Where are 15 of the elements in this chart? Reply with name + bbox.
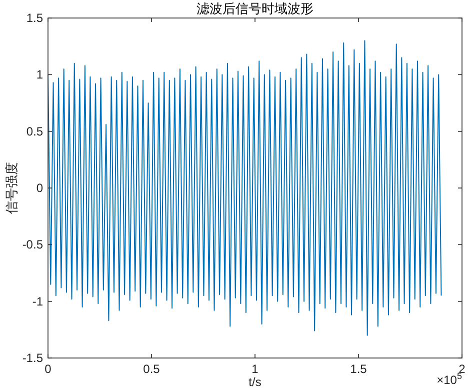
y-axis-title: 信号强度 bbox=[4, 162, 20, 214]
y-tick-label: -0.5 bbox=[22, 238, 44, 252]
x-tick-label: 0 bbox=[44, 362, 52, 376]
y-tick-label: -1 bbox=[32, 294, 44, 308]
x-tick-label: 0.5 bbox=[143, 362, 160, 376]
y-tick-label: 1.5 bbox=[26, 11, 44, 25]
chart-title: 滤波后信号时域波形 bbox=[196, 2, 314, 17]
y-tick-label: -1.5 bbox=[22, 351, 44, 365]
y-tick-label: 1 bbox=[36, 68, 44, 82]
y-tick-label: 0.5 bbox=[26, 124, 44, 138]
y-tick-label: 0 bbox=[36, 181, 44, 195]
text: ×10$^{5}$ bbox=[436, 371, 462, 387]
x-tick-label: 1 bbox=[252, 362, 259, 376]
x-tick-label: 1.5 bbox=[350, 362, 368, 376]
x-axis-title: t/s bbox=[248, 375, 262, 389]
